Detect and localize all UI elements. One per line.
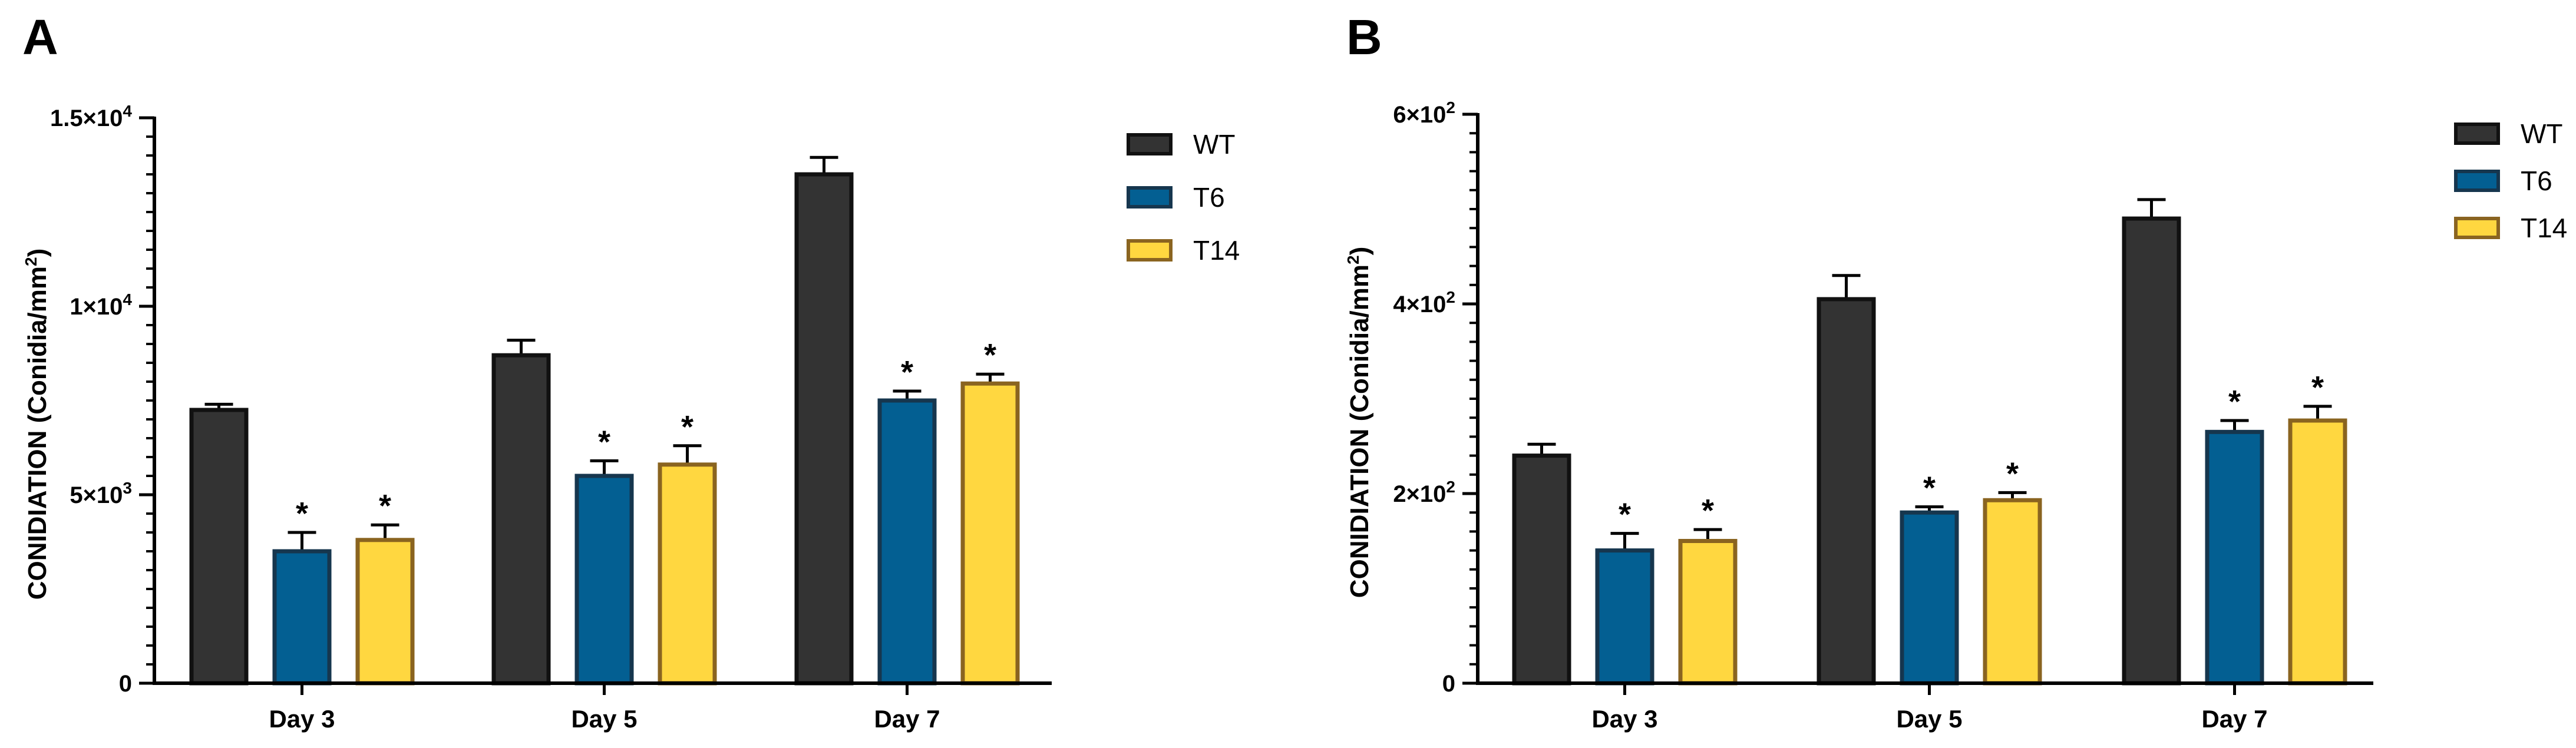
significance-marker: *	[1702, 493, 1714, 528]
legend-swatch-t6	[1127, 186, 1173, 208]
significance-marker: *	[2311, 370, 2324, 405]
bar-t14	[355, 538, 415, 686]
legend-label: T14	[2521, 213, 2567, 243]
significance-marker: *	[379, 488, 391, 524]
bar-t14	[1678, 539, 1738, 686]
x-tick-label: Day 7	[2201, 705, 2267, 733]
bar-wt	[2122, 216, 2181, 686]
y-tick-label: 2×102	[1393, 478, 1455, 507]
y-tick-label: 4×102	[1393, 288, 1455, 317]
x-tick-label: Day 3	[1591, 705, 1657, 733]
bar-wt	[794, 172, 854, 686]
panel-b-chart: B * * * * * * 0 2×102 4×102 6×102 Day 3 Day 5 Day 7 C…	[1344, 9, 2567, 733]
bar-t6	[2205, 429, 2264, 686]
bar-wt	[1817, 297, 1876, 686]
legend-swatch-wt	[1127, 133, 1173, 155]
bar-t6	[574, 474, 634, 686]
y-tick-label: 1.5×104	[50, 102, 132, 131]
bar-wt	[491, 353, 551, 686]
y-tick-label: 6×102	[1393, 98, 1455, 128]
legend-swatch-t14	[2454, 217, 2500, 239]
legend-swatch-t14	[1127, 239, 1173, 262]
significance-marker: *	[1619, 497, 1631, 532]
x-tick-label: Day 5	[571, 705, 637, 733]
legend-label: WT	[1193, 129, 1236, 160]
bar-wt	[189, 408, 249, 686]
significance-marker: *	[598, 424, 610, 459]
significance-marker: *	[2228, 384, 2241, 419]
bar-t14	[1983, 498, 2042, 686]
bar-t6	[272, 549, 332, 686]
y-tick-label: 0	[1442, 671, 1455, 697]
x-tick-label: Day 5	[1896, 705, 1962, 733]
significance-marker: *	[296, 496, 308, 531]
x-tick-label: Day 7	[874, 705, 940, 733]
bar-t6	[877, 398, 937, 686]
y-axis-title: CONIDIATION (Conidia/mm2)	[22, 249, 52, 600]
panel-letter: B	[1346, 9, 1382, 65]
significance-marker: *	[2006, 456, 2019, 491]
legend-swatch-wt	[2454, 123, 2500, 145]
legend-swatch-t6	[2454, 170, 2500, 192]
y-tick-label: 1×104	[70, 290, 132, 320]
y-tick-label: 0	[119, 671, 132, 697]
legend-label: WT	[2521, 118, 2563, 149]
panel-a-chart: A * * * * * * 0 5×103 1×104 1.5×104 Day 3 Day 5 Day …	[22, 9, 1240, 733]
y-axis-title: CONIDIATION (Conidia/mm2)	[1344, 247, 1374, 598]
significance-marker: *	[984, 337, 996, 373]
significance-marker: *	[1923, 471, 1936, 506]
panel-letter: A	[22, 9, 58, 65]
y-tick-label: 5×103	[70, 479, 132, 508]
legend-label: T14	[1193, 235, 1240, 266]
bar-t14	[658, 462, 717, 686]
bar-t14	[960, 381, 1020, 686]
legend-label: T6	[1193, 182, 1225, 213]
bar-t14	[2288, 418, 2347, 686]
bar-t6	[1595, 548, 1654, 686]
significance-marker: *	[901, 355, 913, 390]
significance-marker: *	[681, 409, 693, 445]
bar-wt	[1512, 454, 1571, 686]
legend-label: T6	[2521, 166, 2552, 196]
x-tick-label: Day 3	[269, 705, 335, 733]
bar-t6	[1900, 510, 1959, 686]
